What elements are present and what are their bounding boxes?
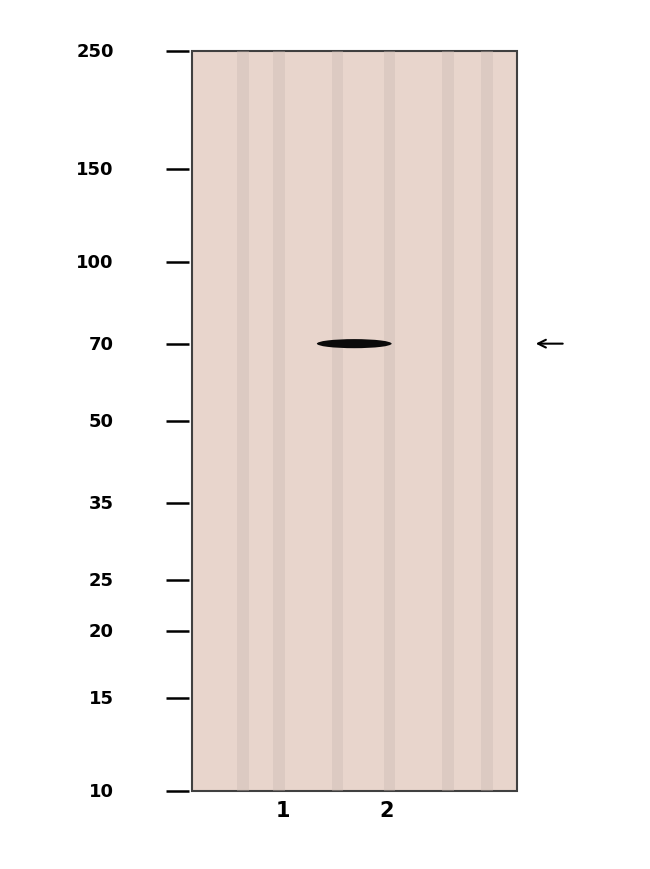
- Bar: [442, 52, 454, 791]
- Text: 50: 50: [89, 413, 114, 430]
- Text: 2: 2: [380, 800, 394, 819]
- Text: 70: 70: [89, 335, 114, 353]
- Bar: [192, 52, 517, 791]
- Text: 100: 100: [76, 254, 114, 271]
- Bar: [481, 52, 493, 791]
- Text: 15: 15: [89, 689, 114, 706]
- Text: 150: 150: [76, 161, 114, 178]
- Ellipse shape: [317, 340, 391, 348]
- Text: 1: 1: [276, 800, 290, 819]
- Text: 35: 35: [89, 494, 114, 513]
- Bar: [332, 52, 343, 791]
- Text: 20: 20: [89, 623, 114, 640]
- Bar: [237, 52, 249, 791]
- Bar: [273, 52, 285, 791]
- Text: 25: 25: [89, 572, 114, 589]
- Text: 250: 250: [76, 43, 114, 61]
- Bar: [384, 52, 395, 791]
- Text: 10: 10: [89, 782, 114, 799]
